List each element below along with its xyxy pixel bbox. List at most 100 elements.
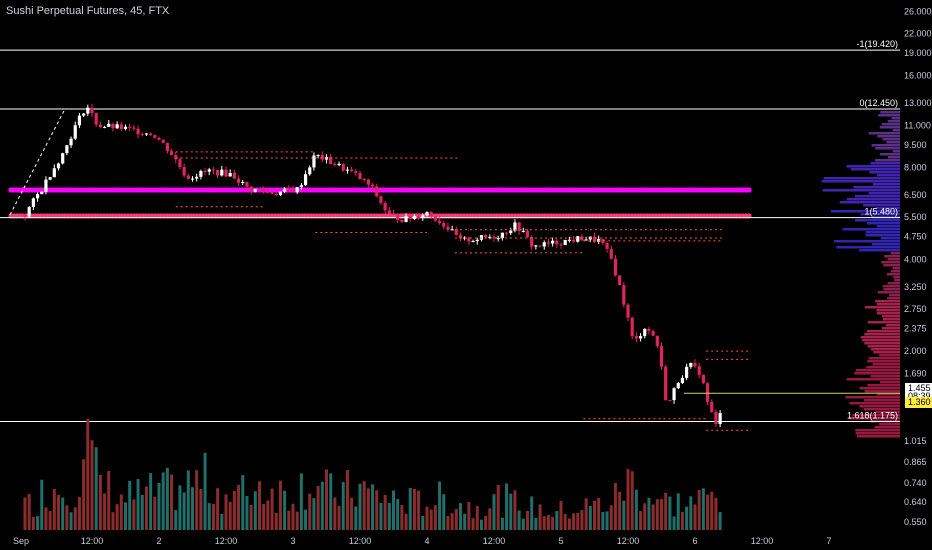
volume-bar (375, 490, 379, 530)
candle-body (622, 285, 626, 305)
x-axis[interactable]: Sep 12:00 2 12:00 3 12:00 4 12:00 5 12:00 6 12:00 7 (13, 536, 832, 546)
candle-body (387, 210, 391, 214)
candle-body (333, 164, 337, 166)
candle-body (701, 374, 705, 384)
volume-bar (333, 497, 337, 530)
candle-body (379, 196, 383, 203)
candle-body (563, 240, 567, 246)
candle-body (358, 172, 362, 179)
volume-profile-bar (887, 156, 900, 159)
candle-body (220, 169, 224, 176)
volume-bar (157, 483, 161, 530)
volume-profile-bar (870, 162, 900, 165)
candle-body (241, 181, 245, 183)
volume-bar (496, 485, 500, 530)
y-tick-label: 2.750 (904, 304, 927, 314)
volume-bar (182, 492, 186, 530)
volume-profile-bar (874, 426, 900, 429)
candle-body (664, 366, 668, 401)
y-tick-label: 4.000 (904, 254, 927, 264)
volume-profile-bar (890, 270, 900, 273)
volume-profile-bar (881, 261, 900, 264)
candle-body (69, 138, 73, 146)
candle-body (605, 242, 609, 249)
volume-bar (412, 488, 416, 530)
candle-body (525, 230, 530, 238)
candle-body (580, 236, 584, 241)
volume-bar (517, 510, 521, 530)
volume-bar (622, 500, 626, 530)
volume-bar (140, 494, 144, 530)
candle-body (538, 245, 542, 247)
volume-profile-bar (880, 153, 900, 156)
volume-profile-bar (821, 180, 900, 183)
y-tick-label: 0.740 (904, 478, 927, 488)
volume-profile (821, 111, 900, 438)
volume-profile-bar (867, 330, 900, 333)
candle-body (228, 173, 232, 177)
y-tick-label: 0.640 (904, 497, 927, 507)
volume-profile-bar (866, 222, 900, 225)
volume-bar (639, 511, 643, 530)
price-tag: 08:39 (905, 391, 932, 403)
volume-bar (266, 500, 270, 530)
volume-bar (350, 497, 354, 530)
candle-body (714, 411, 718, 425)
y-tick-label: 0.550 (904, 517, 927, 527)
candle-body (140, 134, 144, 136)
candle-body (341, 163, 345, 171)
volume-bar (308, 493, 312, 530)
candle-body (266, 191, 270, 193)
volume-profile-bar (886, 141, 900, 144)
volume-bar (534, 517, 538, 530)
candle-body (195, 176, 199, 179)
volume-bar (165, 467, 169, 530)
volume-profile-bar (846, 378, 900, 381)
volume-bar (521, 518, 525, 530)
volume-bar (304, 509, 308, 530)
volume-bar (345, 470, 349, 530)
volume-profile-bar (864, 333, 900, 336)
volume-profile-bar (879, 423, 900, 426)
volume-bar (429, 509, 433, 530)
volume-bar (31, 516, 35, 530)
volume-bar (337, 505, 341, 530)
candle-body (73, 125, 77, 139)
volume-bar (689, 496, 693, 530)
volume-bar (442, 494, 446, 530)
candle-body (102, 126, 107, 128)
candle-body (672, 388, 676, 401)
volume-profile-bar (879, 126, 900, 129)
candle-body (132, 127, 136, 129)
fib-label: 1.618(1.175) (847, 411, 898, 421)
volume-bar (588, 505, 592, 530)
candle-body (186, 175, 190, 180)
candle-body (48, 177, 52, 180)
candle-body (710, 401, 714, 412)
volume-bar (609, 505, 613, 530)
volume-profile-bar (887, 258, 900, 261)
candle-body (31, 198, 35, 208)
candle-body (446, 226, 450, 230)
candle-body (203, 171, 207, 173)
y-axis[interactable]: 26.000 22.000 19.000 16.000 13.000 11.000 9.50… (904, 6, 932, 527)
candle-body (178, 159, 182, 168)
candle-body (157, 137, 161, 140)
volume-bar (153, 496, 157, 530)
volume-profile-bar (855, 369, 900, 372)
volume-bar (392, 490, 395, 530)
volume-bar (287, 510, 291, 530)
volume-bar (232, 490, 236, 530)
candles (23, 103, 722, 428)
volume-bar (191, 487, 194, 530)
volume-profile-bar (878, 114, 900, 117)
candle-body (530, 237, 534, 247)
x-tick-label: 12:00 (751, 536, 774, 546)
x-tick-label: 2 (156, 536, 161, 546)
volume-profile-bar (875, 207, 900, 210)
candle-body (35, 194, 40, 199)
candle-body (27, 207, 31, 217)
volume-profile-bar (855, 432, 900, 435)
volume-profile-bar (865, 231, 900, 234)
